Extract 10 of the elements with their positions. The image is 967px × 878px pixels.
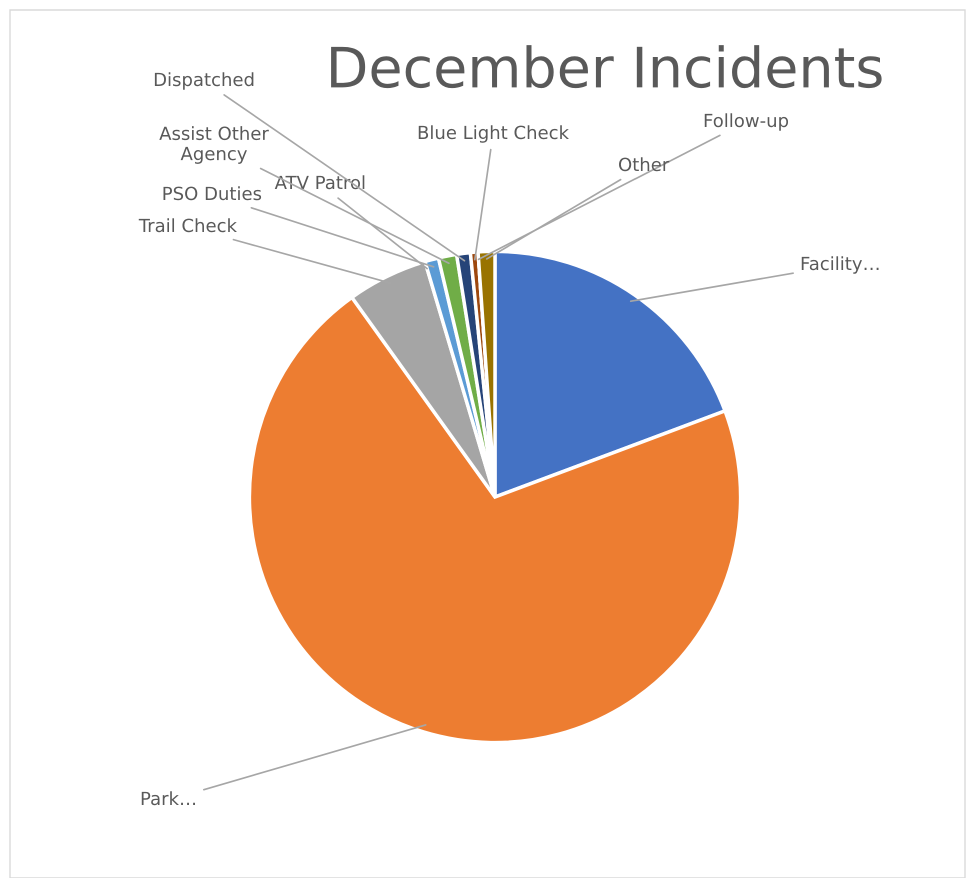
slice-label: Blue Light Check <box>418 125 569 143</box>
slice-label: Assist Other Agency <box>159 126 269 164</box>
slice-label: Park… <box>142 791 195 806</box>
slice-label: Trail Check <box>138 218 237 232</box>
chart-title: December Incidents <box>331 45 882 88</box>
slice-label: PSO Duties <box>164 186 262 200</box>
slice-label: Dispatched <box>154 72 254 90</box>
slice-label: Facility… <box>802 256 879 274</box>
slice-label: Other <box>619 157 670 172</box>
category-label: Follow-up <box>704 113 788 131</box>
